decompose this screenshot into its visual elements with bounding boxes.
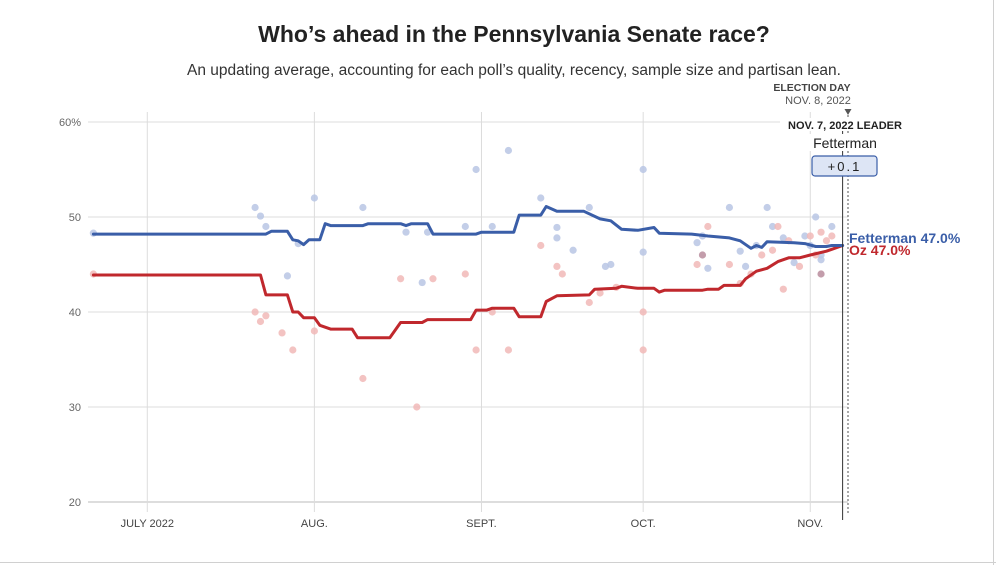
frame-border-bottom (0, 562, 996, 563)
fetterman-poll-dot (704, 264, 712, 272)
oz-poll-dot (558, 270, 566, 278)
y-tick-label: 30 (69, 402, 81, 414)
oz-poll-dot (262, 312, 270, 320)
fetterman-poll-dot (693, 239, 701, 247)
leader-name-bg (805, 134, 883, 151)
oz-poll-dot (537, 241, 545, 250)
oz-poll-dot (779, 285, 787, 293)
oz-poll-dot (639, 308, 647, 316)
fetterman-poll-dot (553, 223, 561, 232)
fetterman-poll-dot (537, 194, 545, 202)
oz-poll-dot (278, 329, 286, 337)
oz-poll-dot (768, 246, 777, 254)
fetterman-poll-dot (256, 212, 265, 220)
fetterman-poll-dot (736, 247, 744, 255)
oz-poll-dot (397, 275, 405, 283)
leader-date-label-bg (780, 118, 908, 131)
fetterman-poll-dot (402, 228, 410, 236)
chart-subtitle: An updating average, accounting for each… (187, 62, 841, 79)
oz-poll-dot (822, 237, 831, 245)
oz-poll-dot (806, 232, 814, 240)
fetterman-poll-dot (310, 194, 318, 202)
y-tick-label: 20 (69, 497, 81, 509)
x-tick-label: OCT. (631, 518, 656, 530)
fetterman-poll-dot (790, 259, 798, 267)
x-tick-label: JULY 2022 (121, 518, 174, 530)
oz-poll-dot (310, 327, 318, 335)
oz-poll-dot (429, 275, 437, 283)
oz-poll-dot (639, 346, 647, 354)
fetterman-poll-dot (262, 222, 270, 231)
fetterman-poll-dot (359, 203, 367, 212)
oz-poll-dot (758, 251, 766, 259)
y-tick-label: 50 (69, 212, 81, 224)
fetterman-poll-dot (418, 278, 426, 287)
poll-dots (89, 146, 836, 411)
oz-poll-dot (693, 260, 701, 269)
oz-poll-dot (795, 262, 804, 270)
fetterman-poll-dot (569, 246, 577, 254)
oz-poll-dot (585, 298, 593, 307)
leader-name: Fetterman (813, 135, 877, 151)
oz-poll-dot (256, 317, 265, 326)
fetterman-trend-line (91, 205, 845, 250)
fetterman-poll-dot (423, 228, 432, 236)
x-tick-label: SEPT. (466, 518, 497, 530)
fetterman-poll-dot (812, 213, 820, 221)
oz-poll-dot (596, 289, 604, 297)
x-tick-label: NOV. (797, 518, 823, 530)
fetterman-poll-dot (461, 222, 469, 231)
fetterman-poll-dot (801, 232, 809, 240)
fetterman-poll-dot (251, 203, 259, 212)
overlap-poll-dot (817, 270, 825, 278)
leader-margin: +0.1 (828, 159, 862, 174)
election-day-date: NOV. 8, 2022 (785, 95, 851, 107)
fetterman-poll-dot (768, 222, 777, 231)
fetterman-poll-dot (585, 203, 593, 212)
overlap-poll-dot (698, 251, 707, 259)
fetterman-poll-dot (763, 203, 771, 212)
fetterman-poll-dot (779, 234, 787, 242)
oz-end-label: Oz 47.0% (849, 242, 911, 258)
oz-poll-dot (817, 228, 825, 236)
oz-poll-dot (359, 374, 367, 383)
fetterman-poll-dot (504, 146, 513, 155)
x-tick-label: AUG. (301, 518, 328, 530)
fetterman-poll-dot (828, 222, 836, 231)
oz-poll-dot (289, 346, 297, 354)
leader-date-label: NOV. 7, 2022 LEADER (788, 120, 902, 132)
fetterman-poll-dot (472, 165, 480, 174)
leader-margin-box (811, 155, 878, 177)
oz-poll-dot (774, 222, 782, 231)
election-day-marker-icon (844, 109, 852, 115)
fetterman-poll-dot (639, 165, 647, 174)
y-tick-label: 60% (59, 117, 81, 129)
fetterman-poll-dot (741, 262, 750, 270)
grid: 60% 50 40 30 20 JULY 2022 AUG. SEPT. OCT. NOV. (59, 112, 848, 530)
fetterman-poll-dot (725, 203, 734, 212)
oz-poll-dot (504, 346, 513, 354)
fetterman-poll-dot (639, 248, 647, 256)
oz-poll-dot (251, 308, 259, 316)
oz-poll-dot (472, 346, 480, 354)
fetterman-poll-dot (488, 222, 496, 231)
oz-poll-dot (413, 403, 421, 411)
y-tick-label: 40 (69, 307, 81, 319)
oz-poll-dot (828, 232, 836, 240)
oz-poll-dot (704, 222, 712, 231)
chart-title: Who’s ahead in the Pennsylvania Senate r… (258, 21, 770, 47)
frame-border-right (993, 0, 994, 565)
oz-poll-dot (461, 270, 469, 278)
fetterman-poll-dot (283, 272, 292, 280)
oz-trend-line (91, 244, 845, 340)
fetterman-poll-dot (553, 234, 561, 242)
fetterman-poll-dot (607, 260, 615, 269)
trend-lines (91, 205, 845, 340)
oz-poll-dot (553, 262, 561, 270)
fetterman-end-label: Fetterman 47.0% (849, 230, 961, 246)
oz-poll-dot (725, 260, 734, 269)
election-day-label: ELECTION DAY (773, 82, 850, 94)
